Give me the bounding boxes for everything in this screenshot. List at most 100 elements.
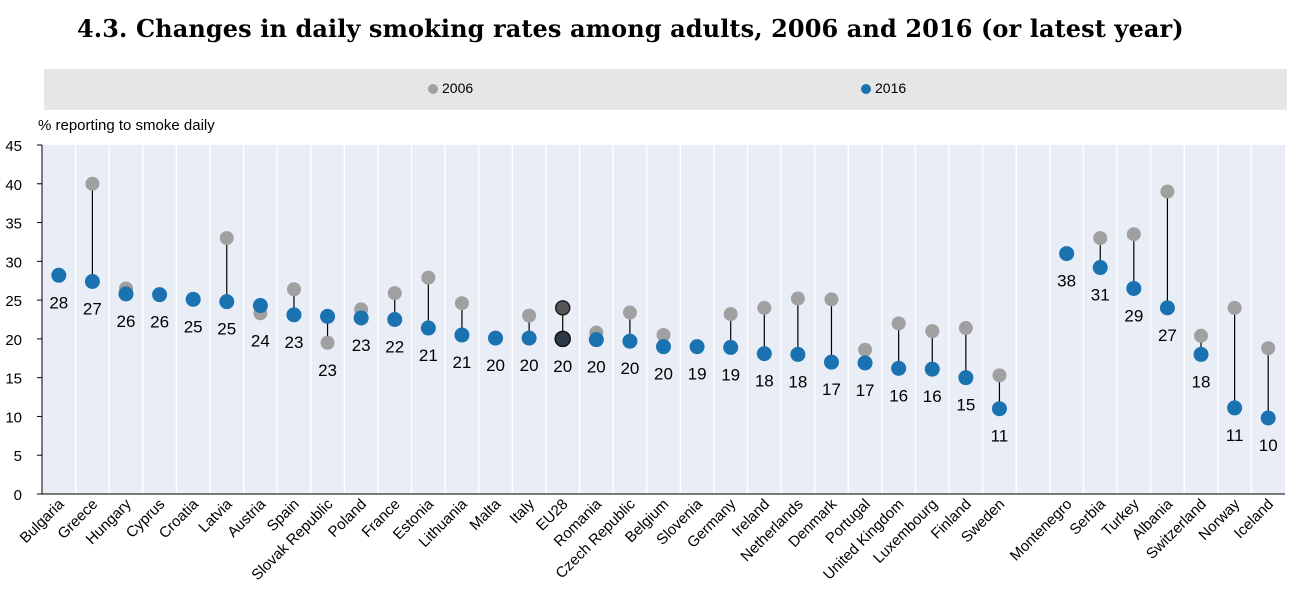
point-2016 (554, 330, 571, 348)
data-label: 20 (587, 358, 606, 377)
point-2016 (958, 370, 974, 386)
legend: 2006 2016 (44, 69, 1287, 110)
point-2016 (387, 312, 403, 327)
data-label: 19 (721, 365, 740, 384)
y-tick-label: 0 (14, 487, 22, 504)
data-label: 21 (452, 353, 471, 372)
chart-title: 4.3. Changes in daily smoking rates amon… (77, 14, 1184, 43)
point-2016 (353, 310, 369, 326)
point-2016 (320, 308, 336, 324)
data-label: 17 (822, 380, 841, 399)
legend-label-2016: 2016 (875, 80, 907, 96)
point-2006 (421, 270, 436, 285)
point-2006 (85, 176, 100, 191)
point-2016 (790, 346, 806, 362)
point-2006 (958, 321, 973, 336)
x-tick-label: Austria (224, 495, 269, 540)
point-2016 (1193, 346, 1209, 362)
y-axis-title: % reporting to smoke daily (38, 117, 215, 134)
data-label: 26 (150, 313, 169, 332)
point-2016 (521, 330, 537, 346)
y-tick-label: 40 (5, 177, 22, 194)
point-2016 (252, 298, 268, 314)
data-label: 26 (117, 312, 136, 331)
point-2006 (790, 291, 805, 306)
x-tick-label: Bulgaria (17, 495, 68, 546)
plot-area (42, 145, 1285, 494)
point-2006 (219, 231, 234, 246)
y-tick-label: 20 (5, 332, 22, 349)
point-2016 (1227, 400, 1243, 416)
point-2006 (1194, 328, 1209, 343)
point-2016 (454, 327, 470, 343)
data-label: 16 (923, 387, 942, 406)
point-2016 (1159, 300, 1175, 316)
point-2016 (689, 339, 705, 355)
point-2016 (588, 332, 604, 348)
point-2006 (320, 335, 335, 350)
y-tick-label: 30 (5, 254, 22, 271)
data-label: 18 (788, 372, 807, 391)
data-label: 20 (553, 357, 572, 376)
point-2006 (286, 282, 301, 297)
point-2006 (1160, 184, 1175, 199)
point-2006 (925, 324, 940, 339)
data-label: 25 (217, 320, 236, 339)
point-2006 (824, 292, 839, 307)
point-2016 (622, 333, 638, 349)
point-2006 (992, 368, 1007, 383)
point-2006 (891, 316, 906, 331)
data-label: 27 (83, 299, 102, 318)
point-2016 (1126, 280, 1142, 296)
data-label: 20 (654, 365, 673, 384)
point-2006 (554, 300, 571, 316)
point-2016 (924, 361, 940, 377)
data-label: 29 (1124, 306, 1143, 325)
y-tick-label: 15 (5, 371, 22, 388)
legend-marker-2006-icon (428, 84, 438, 94)
data-label: 22 (385, 338, 404, 357)
point-2016 (152, 287, 168, 303)
point-2006 (622, 305, 637, 320)
y-tick-label: 5 (14, 448, 22, 465)
point-2006 (757, 300, 772, 315)
data-label: 38 (1057, 272, 1076, 291)
point-2016 (51, 267, 67, 283)
data-label: 11 (991, 427, 1009, 446)
data-label: 24 (251, 331, 270, 350)
point-2016 (84, 273, 100, 289)
point-2006 (1126, 227, 1141, 242)
legend-item-2016: 2016 (861, 80, 906, 96)
data-label: 18 (755, 372, 774, 391)
point-2016 (420, 320, 436, 336)
data-label: 28 (49, 293, 68, 312)
point-2006 (387, 286, 402, 301)
data-label: 21 (419, 346, 438, 365)
point-2006 (1227, 300, 1242, 315)
data-label: 19 (688, 365, 707, 384)
point-2016 (219, 294, 235, 310)
data-label: 23 (284, 333, 303, 352)
data-label: 27 (1158, 326, 1177, 345)
x-tick-label: Malta (466, 495, 504, 533)
data-label: 25 (184, 317, 203, 336)
data-label: 18 (1192, 372, 1211, 391)
legend-label-2006: 2006 (442, 80, 474, 96)
point-2016 (991, 401, 1007, 417)
point-2016 (1059, 246, 1075, 262)
y-tick-label: 10 (5, 409, 22, 426)
point-2006 (656, 328, 671, 343)
point-2016 (118, 286, 134, 302)
data-label: 16 (889, 386, 908, 405)
point-2006 (522, 308, 537, 323)
legend-item-2006: 2006 (428, 80, 473, 96)
point-2016 (756, 346, 772, 362)
point-2006 (1261, 341, 1276, 356)
y-tick-label: 35 (5, 216, 22, 233)
data-label: 10 (1259, 436, 1278, 455)
data-label: 20 (486, 356, 505, 375)
point-2016 (185, 291, 201, 307)
point-2016 (723, 339, 739, 355)
point-2006 (723, 307, 738, 322)
